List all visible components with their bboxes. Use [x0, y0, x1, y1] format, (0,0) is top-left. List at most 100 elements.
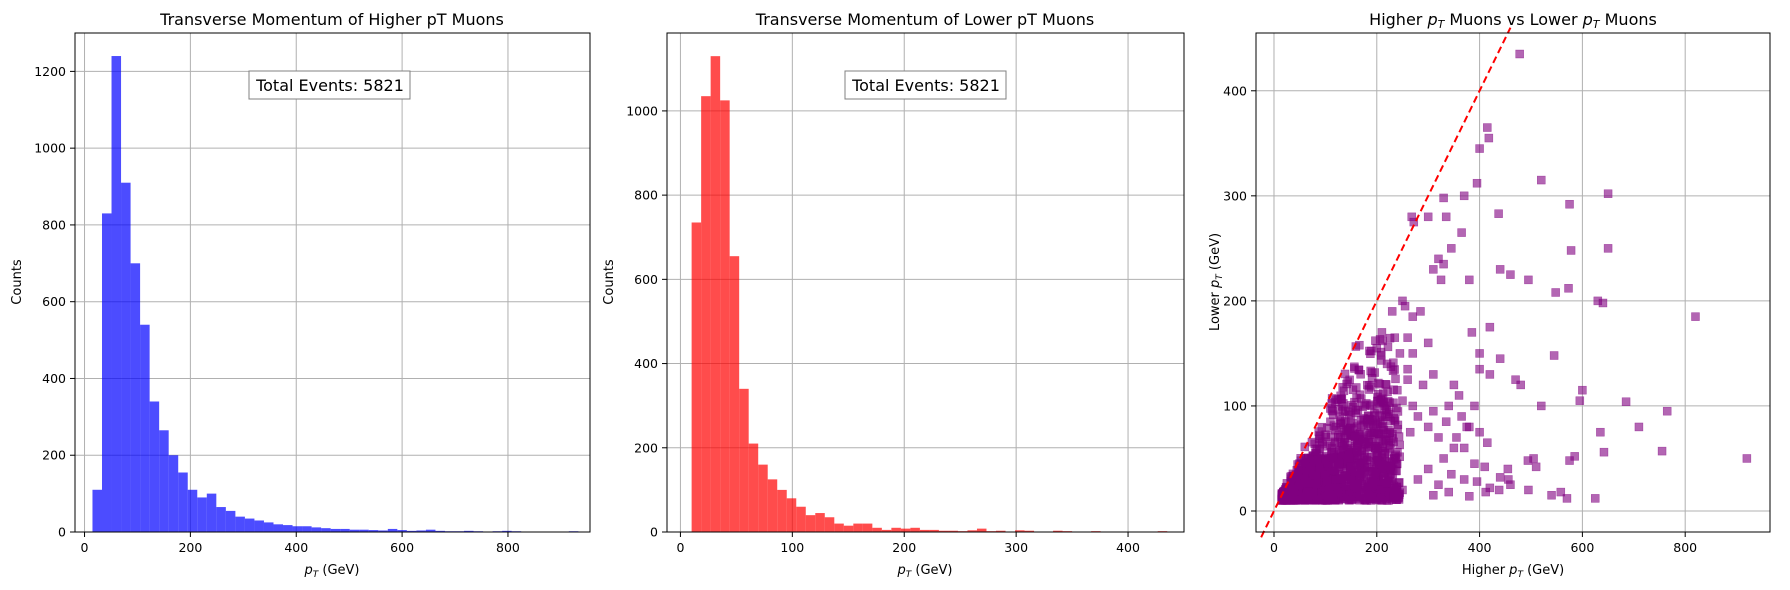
- scatter-point: [1470, 401, 1479, 411]
- histogram-bar: [843, 525, 854, 532]
- scatter-point: [1352, 467, 1362, 477]
- scatter-point: [1524, 485, 1533, 495]
- histogram-bar: [786, 498, 797, 532]
- scatter-point: [1481, 487, 1491, 497]
- scatter-point: [1503, 464, 1513, 474]
- y-tick-label: 400: [42, 371, 66, 386]
- scatter-point: [1447, 469, 1456, 479]
- histogram-bar: [425, 529, 436, 532]
- x-tick-label: 200: [892, 540, 916, 555]
- scatter-point: [1523, 456, 1533, 465]
- x-tick-label: 300: [1004, 540, 1028, 555]
- x-tick-label: 100: [780, 540, 804, 555]
- y-tick-label: 1200: [34, 64, 66, 79]
- x-tick-label: 800: [496, 540, 520, 555]
- histogram-bar: [729, 256, 740, 532]
- histogram-bar: [387, 528, 398, 532]
- histogram-bar: [397, 530, 407, 532]
- scatter-point: [1506, 480, 1515, 489]
- scatter-point: [1434, 254, 1443, 264]
- scatter-point: [1389, 385, 1398, 394]
- histogram-bar: [140, 324, 150, 532]
- scatter-point: [1374, 397, 1383, 406]
- scatter-point: [1369, 427, 1379, 436]
- histogram-bar: [159, 430, 169, 532]
- scatter-point: [1391, 374, 1400, 384]
- x-axis-label-1: pT (GeV): [303, 563, 359, 580]
- scatter-point: [1360, 437, 1369, 446]
- scatter-point: [1315, 431, 1324, 440]
- histogram-bar: [938, 530, 949, 532]
- histogram-bar: [967, 530, 977, 532]
- scatter-point: [1484, 133, 1494, 143]
- scatter-point: [1454, 391, 1464, 400]
- scatter-point: [1408, 349, 1418, 358]
- scatter-point: [1395, 488, 1404, 497]
- histogram-bar: [273, 524, 284, 532]
- scatter-point: [1403, 375, 1412, 384]
- scatter-point: [1578, 385, 1587, 395]
- scatter-point: [1556, 487, 1566, 497]
- scatter-point: [1366, 366, 1375, 376]
- histogram-bar: [834, 523, 844, 532]
- scatter-point: [1352, 482, 1362, 492]
- scatter-point: [1377, 351, 1386, 360]
- scatter-point: [1375, 379, 1385, 389]
- histogram-bar: [283, 525, 293, 532]
- grid-2: [667, 33, 1184, 533]
- x-axis-label-2: pT (GeV): [896, 563, 952, 580]
- histogram-bar: [302, 526, 312, 532]
- y-tick-label: 100: [1223, 398, 1247, 413]
- scatter-point: [1439, 259, 1448, 269]
- scatter-point: [1566, 246, 1576, 255]
- scatter-point: [1447, 244, 1456, 253]
- scatter-point: [1742, 454, 1752, 463]
- scatter-point: [1312, 479, 1321, 489]
- scatter-point: [1385, 428, 1395, 437]
- y-axis-label-3: Lower pT (GeV): [1208, 233, 1225, 331]
- scatter-point: [1575, 396, 1585, 405]
- scatter-point: [1439, 193, 1448, 203]
- scatter-point: [1395, 452, 1404, 461]
- histogram-bar: [796, 506, 806, 532]
- ticks-2: 0 100 200 300 400 0 200 400 600 800 1000: [626, 103, 1140, 555]
- scatter-point: [1383, 342, 1393, 352]
- histogram-bar: [929, 529, 939, 532]
- scatter-point: [1429, 265, 1438, 274]
- scatter-point: [1434, 480, 1443, 489]
- y-tick-label: 200: [634, 440, 658, 455]
- scatter-point: [1524, 275, 1533, 285]
- y-tick-label: 200: [1223, 293, 1247, 308]
- scatter-point: [1353, 441, 1362, 450]
- scatter-point: [1562, 494, 1572, 503]
- scatter-point: [1408, 312, 1418, 321]
- scatter-point: [1485, 322, 1495, 332]
- scatter-point: [1336, 416, 1346, 425]
- y-tick-label: 400: [634, 356, 658, 371]
- histogram-bar: [197, 497, 207, 532]
- scatter-point: [1387, 307, 1397, 316]
- histogram-bar: [330, 528, 341, 532]
- scatter-point: [1338, 441, 1348, 451]
- scatter-point: [1361, 494, 1370, 504]
- histogram-bar: [92, 489, 102, 532]
- scatter-point: [1495, 473, 1505, 482]
- x-tick-label: 600: [390, 540, 414, 555]
- bars-2: [691, 56, 1168, 533]
- scatter-point: [1405, 427, 1415, 437]
- scatter-point: [1596, 427, 1605, 437]
- scatter-point: [1347, 401, 1356, 410]
- scatter-point: [1367, 401, 1376, 411]
- scatter-point: [1475, 349, 1484, 358]
- scatter-point: [1378, 421, 1388, 431]
- scatter-point: [1338, 402, 1347, 411]
- scatter-point: [1472, 178, 1482, 188]
- scatter-point: [1599, 447, 1609, 457]
- frame-2: [666, 32, 1185, 533]
- histogram-bar: [805, 515, 816, 532]
- x-axis-label-3: Higher pT (GeV): [1462, 563, 1564, 580]
- scatter-point: [1531, 462, 1541, 472]
- scatter-point: [1380, 404, 1390, 414]
- histogram-bar: [311, 527, 322, 532]
- y-tick-label: 800: [634, 188, 658, 203]
